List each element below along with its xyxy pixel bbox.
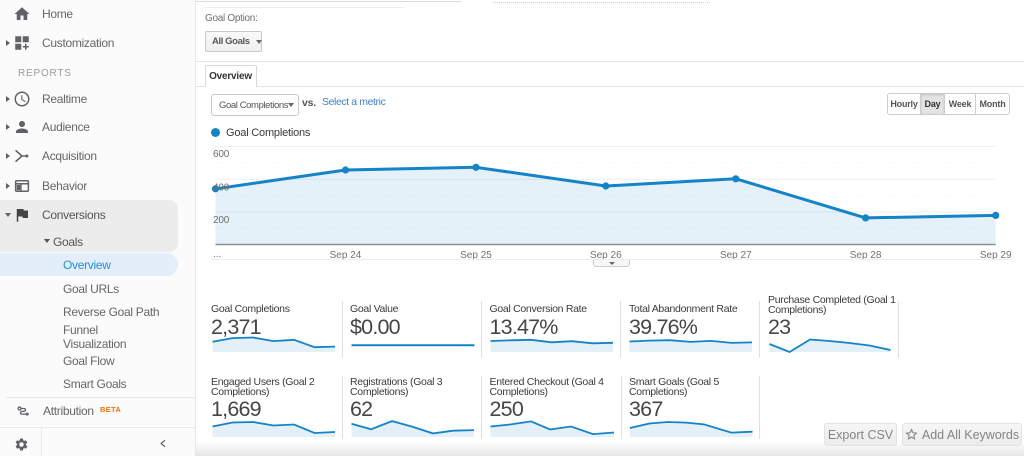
svg-text:Sep 29: Sep 29: [980, 250, 1012, 261]
svg-text:Sep 24: Sep 24: [330, 250, 362, 261]
svg-text:Sep 26: Sep 26: [590, 250, 622, 261]
svg-text:...: ...: [213, 249, 221, 260]
svg-text:400: 400: [213, 183, 230, 194]
svg-text:Sep 28: Sep 28: [850, 250, 882, 261]
svg-text:Sep 27: Sep 27: [720, 250, 752, 261]
svg-text:600: 600: [213, 149, 230, 160]
svg-text:Sep 25: Sep 25: [460, 250, 492, 261]
svg-text:200: 200: [213, 215, 230, 226]
